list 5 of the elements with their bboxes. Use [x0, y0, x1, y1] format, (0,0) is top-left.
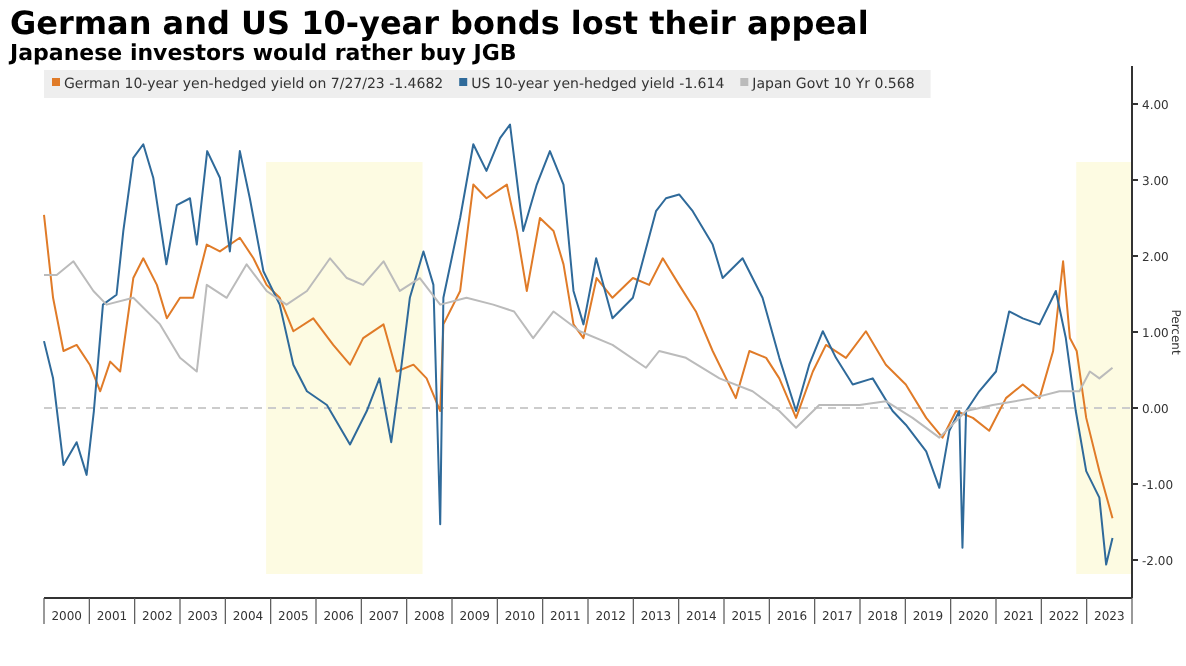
- line-series: [43, 257, 1114, 439]
- line-series: [43, 123, 1114, 566]
- line-series: [43, 183, 1114, 520]
- chart-title: German and US 10-year bonds lost their appeal: [10, 4, 869, 42]
- chart-subtitle: Japanese investors would rather buy JGB: [8, 40, 517, 66]
